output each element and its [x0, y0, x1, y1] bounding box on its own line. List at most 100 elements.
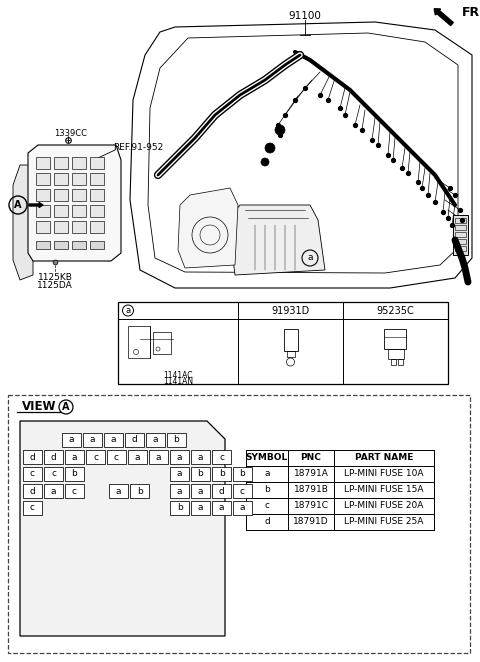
- Text: a: a: [125, 306, 131, 315]
- Text: A: A: [14, 200, 22, 210]
- Bar: [36, 189, 50, 201]
- Bar: [284, 329, 298, 351]
- Bar: [54, 157, 68, 169]
- Bar: [109, 484, 128, 498]
- Circle shape: [265, 143, 275, 153]
- Text: a: a: [153, 436, 158, 444]
- Text: c: c: [219, 453, 224, 461]
- Text: a: a: [90, 436, 95, 444]
- Bar: [44, 450, 63, 464]
- Circle shape: [275, 125, 285, 135]
- Text: a: a: [198, 504, 203, 512]
- Bar: [104, 433, 123, 447]
- Text: 1125KB: 1125KB: [37, 273, 72, 283]
- Text: 91931D: 91931D: [271, 305, 310, 316]
- Text: c: c: [51, 469, 56, 479]
- Bar: [36, 241, 50, 249]
- Text: c: c: [264, 502, 269, 510]
- Bar: [212, 450, 231, 464]
- Polygon shape: [20, 421, 225, 636]
- Text: VIEW: VIEW: [22, 401, 57, 414]
- Bar: [149, 450, 168, 464]
- Polygon shape: [228, 205, 325, 275]
- Bar: [453, 215, 468, 255]
- Bar: [23, 467, 42, 481]
- Text: 1125DA: 1125DA: [37, 281, 73, 291]
- Bar: [391, 359, 396, 365]
- Text: SYMBOL: SYMBOL: [246, 453, 288, 463]
- Circle shape: [261, 158, 269, 166]
- Text: d: d: [30, 487, 36, 495]
- Bar: [36, 157, 50, 169]
- Text: a: a: [240, 504, 245, 512]
- Text: b: b: [72, 469, 77, 479]
- Bar: [72, 241, 86, 249]
- Polygon shape: [13, 165, 33, 280]
- Text: c: c: [72, 487, 77, 495]
- Text: 18791D: 18791D: [293, 518, 329, 526]
- Bar: [128, 326, 150, 358]
- Bar: [72, 205, 86, 217]
- Text: a: a: [177, 469, 182, 479]
- Text: LP-MINI FUSE 25A: LP-MINI FUSE 25A: [344, 518, 424, 526]
- Text: d: d: [30, 453, 36, 461]
- Bar: [170, 501, 189, 515]
- Bar: [455, 225, 466, 230]
- Bar: [191, 467, 210, 481]
- Text: REF.91-952: REF.91-952: [113, 144, 163, 152]
- Text: b: b: [177, 504, 182, 512]
- Text: b: b: [240, 469, 245, 479]
- Bar: [233, 501, 252, 515]
- Bar: [455, 246, 466, 251]
- Bar: [287, 351, 295, 357]
- Bar: [44, 484, 63, 498]
- Bar: [212, 484, 231, 498]
- Bar: [387, 349, 404, 359]
- Bar: [125, 433, 144, 447]
- Text: a: a: [116, 487, 121, 495]
- Bar: [86, 450, 105, 464]
- Text: d: d: [50, 453, 56, 461]
- Text: a: a: [135, 453, 140, 461]
- Bar: [153, 332, 171, 354]
- Bar: [54, 189, 68, 201]
- Text: 18791C: 18791C: [293, 502, 328, 510]
- FancyArrow shape: [29, 203, 43, 207]
- Text: A: A: [62, 402, 70, 412]
- Text: b: b: [264, 485, 270, 495]
- Bar: [233, 467, 252, 481]
- Bar: [36, 221, 50, 233]
- Bar: [233, 484, 252, 498]
- Text: c: c: [93, 453, 98, 461]
- Text: 1339CC: 1339CC: [54, 130, 87, 138]
- Bar: [72, 189, 86, 201]
- Text: 18791B: 18791B: [294, 485, 328, 495]
- Text: a: a: [307, 254, 313, 263]
- Bar: [384, 329, 406, 349]
- Text: PNC: PNC: [300, 453, 322, 463]
- Text: a: a: [198, 487, 203, 495]
- Bar: [90, 241, 104, 249]
- Bar: [191, 501, 210, 515]
- Bar: [65, 484, 84, 498]
- Bar: [72, 221, 86, 233]
- Text: d: d: [264, 518, 270, 526]
- Text: a: a: [111, 436, 116, 444]
- Bar: [170, 467, 189, 481]
- Text: a: a: [177, 487, 182, 495]
- Text: c: c: [114, 453, 119, 461]
- Bar: [130, 484, 149, 498]
- Bar: [191, 484, 210, 498]
- Text: a: a: [264, 469, 270, 479]
- Bar: [167, 433, 186, 447]
- Bar: [212, 467, 231, 481]
- Bar: [65, 467, 84, 481]
- Text: a: a: [219, 504, 224, 512]
- Text: LP-MINI FUSE 10A: LP-MINI FUSE 10A: [344, 469, 424, 479]
- Bar: [23, 450, 42, 464]
- Bar: [191, 450, 210, 464]
- Bar: [90, 205, 104, 217]
- Bar: [8, 395, 470, 653]
- Bar: [54, 221, 68, 233]
- Bar: [54, 205, 68, 217]
